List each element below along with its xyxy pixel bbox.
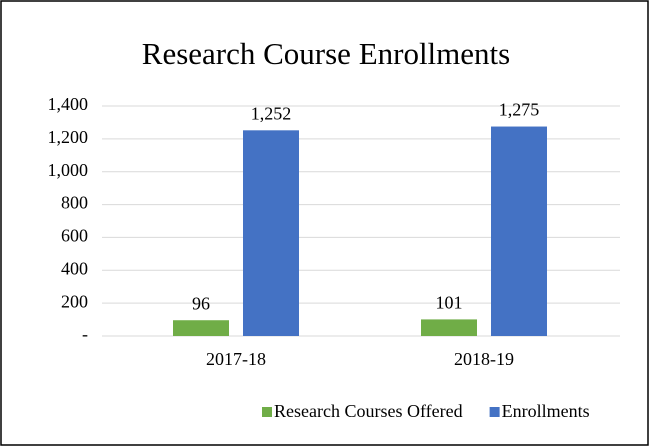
y-tick-label: 800 [61,193,88,213]
legend-label: Research Courses Offered [274,401,463,421]
legend-swatch [489,407,500,417]
y-tick-label: 1,200 [48,127,89,147]
chart-title: Research Course Enrollments [142,36,510,71]
data-label: 96 [192,293,210,313]
x-tick-label: 2017-18 [206,349,266,369]
y-tick-label: 400 [61,258,88,278]
bar [491,126,547,337]
bar [243,130,299,336]
y-tick-label: - [82,324,88,344]
bar [173,320,229,336]
data-label: 1,252 [251,103,292,123]
legend-label: Enrollments [502,401,590,421]
data-label: 101 [436,293,463,313]
data-label: 1,275 [499,100,540,120]
y-tick-label: 600 [61,226,88,246]
bar [421,319,477,336]
y-tick-label: 1,000 [48,160,89,180]
x-tick-label: 2018-19 [454,349,514,369]
legend-swatch [262,407,272,417]
y-tick-label: 200 [61,291,88,311]
y-tick-label: 1,400 [48,94,89,114]
